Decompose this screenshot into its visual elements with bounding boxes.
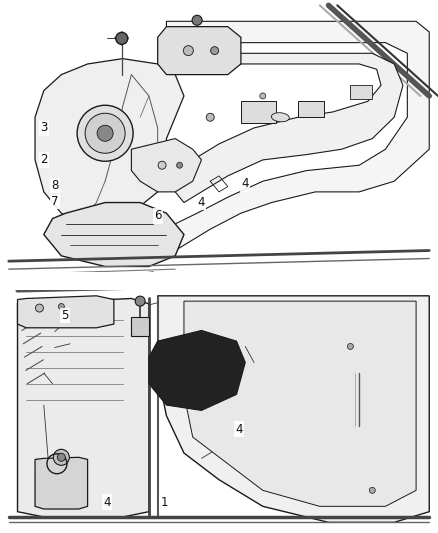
Bar bbox=[298, 101, 324, 117]
Bar bbox=[350, 85, 372, 99]
Text: 6: 6 bbox=[154, 209, 162, 222]
Circle shape bbox=[116, 33, 128, 44]
Circle shape bbox=[77, 105, 133, 161]
Text: 2: 2 bbox=[40, 154, 48, 166]
Circle shape bbox=[135, 296, 145, 306]
Polygon shape bbox=[153, 21, 429, 261]
Text: 4: 4 bbox=[235, 423, 243, 435]
Polygon shape bbox=[35, 457, 88, 509]
Circle shape bbox=[58, 303, 64, 310]
Circle shape bbox=[347, 343, 353, 350]
Circle shape bbox=[35, 304, 43, 312]
Polygon shape bbox=[158, 296, 429, 522]
Circle shape bbox=[57, 453, 65, 462]
Text: 3: 3 bbox=[40, 122, 47, 134]
Circle shape bbox=[97, 125, 113, 141]
Circle shape bbox=[260, 93, 266, 99]
Circle shape bbox=[211, 46, 219, 55]
Circle shape bbox=[184, 46, 193, 55]
Text: 4: 4 bbox=[103, 496, 111, 508]
Text: 1: 1 bbox=[160, 496, 168, 508]
Polygon shape bbox=[18, 296, 114, 328]
Polygon shape bbox=[131, 139, 201, 192]
Circle shape bbox=[369, 487, 375, 494]
Text: 4: 4 bbox=[241, 177, 249, 190]
Circle shape bbox=[53, 449, 69, 465]
Circle shape bbox=[206, 113, 214, 122]
Bar bbox=[0, 272, 438, 290]
Ellipse shape bbox=[272, 112, 289, 122]
Polygon shape bbox=[175, 53, 403, 203]
Text: 5: 5 bbox=[61, 309, 68, 322]
Bar bbox=[241, 101, 276, 123]
Polygon shape bbox=[44, 203, 184, 266]
Circle shape bbox=[85, 113, 125, 154]
Polygon shape bbox=[18, 298, 149, 517]
Circle shape bbox=[177, 162, 183, 168]
Polygon shape bbox=[184, 301, 416, 506]
Bar bbox=[131, 317, 149, 336]
Text: 4: 4 bbox=[198, 196, 205, 209]
Circle shape bbox=[158, 161, 166, 169]
Text: 8: 8 bbox=[51, 179, 58, 192]
Polygon shape bbox=[35, 59, 184, 224]
Polygon shape bbox=[158, 27, 241, 75]
Circle shape bbox=[192, 15, 202, 25]
Polygon shape bbox=[149, 330, 245, 410]
Text: 7: 7 bbox=[51, 195, 59, 208]
